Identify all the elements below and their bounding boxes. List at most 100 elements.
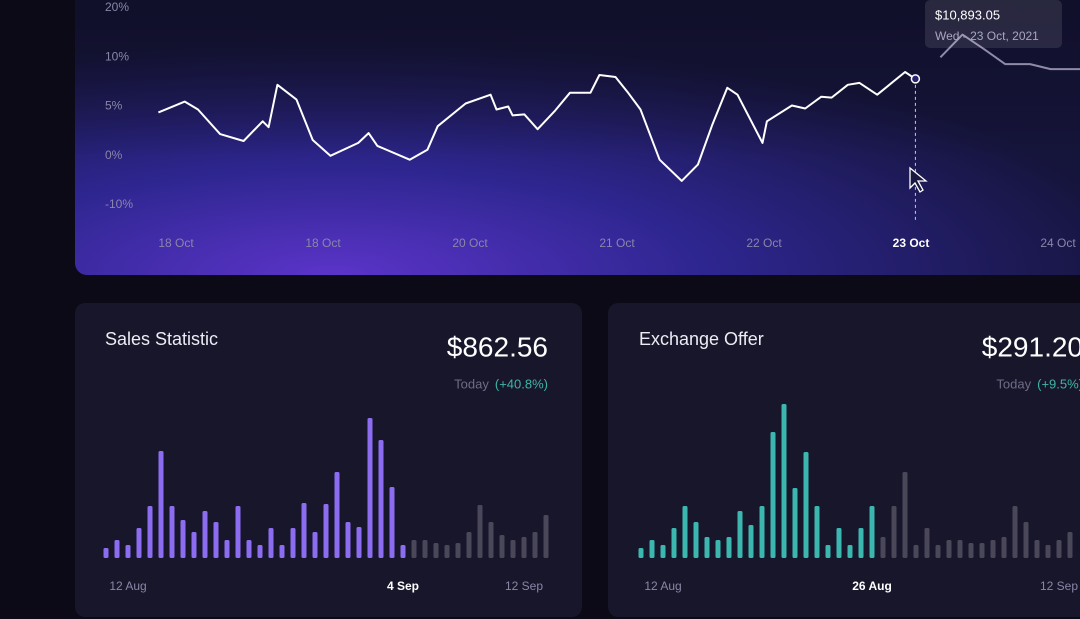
bar (682, 506, 688, 558)
bar (1056, 540, 1062, 558)
card-change: (+40.8%) (495, 376, 548, 391)
bar (268, 528, 274, 558)
x-tick-label: 12 Aug (109, 579, 146, 593)
bar (543, 515, 549, 558)
bar (715, 540, 721, 558)
bar (649, 540, 655, 558)
bar (301, 503, 307, 558)
card-period: Today (996, 376, 1031, 391)
bar (1001, 537, 1007, 558)
card-total: $862.56 (447, 331, 548, 362)
bar (693, 522, 699, 558)
bar (968, 543, 974, 558)
bar (378, 440, 384, 558)
bar (532, 532, 538, 558)
bar (990, 540, 996, 558)
tooltip-box (925, 0, 1062, 48)
bar (103, 548, 109, 558)
x-tick-label: 12 Sep (505, 579, 543, 593)
bar (246, 540, 252, 558)
x-tick-label: 20 Oct (452, 236, 488, 250)
bar (781, 404, 787, 558)
card-title: Exchange Offer (639, 329, 764, 349)
bar (902, 472, 908, 558)
bar (748, 525, 754, 558)
bar (803, 452, 809, 558)
bar (869, 506, 875, 558)
hover-point (910, 74, 921, 84)
bar (913, 545, 919, 558)
y-tick-label: -10% (105, 197, 133, 211)
bar (704, 537, 710, 558)
bar (323, 504, 329, 558)
bar (125, 545, 131, 558)
cursor (909, 166, 928, 193)
bar (521, 537, 527, 558)
bar (191, 532, 197, 558)
bar (847, 545, 853, 558)
bar (671, 528, 677, 558)
bar (422, 540, 428, 558)
bar (499, 535, 505, 558)
bar (1067, 532, 1073, 558)
bar (158, 451, 164, 558)
y-tick-label: 20% (105, 0, 129, 14)
x-tick-label: 18 Oct (158, 236, 194, 250)
bar (488, 522, 494, 558)
x-tick-label: 24 Oct (1040, 236, 1076, 250)
bar (946, 540, 952, 558)
bar (290, 528, 296, 558)
line-series (939, 33, 1080, 71)
card-period: Today (454, 376, 489, 391)
x-tick-label: 22 Oct (746, 236, 782, 250)
bar (224, 540, 230, 558)
bar (180, 520, 186, 558)
bar (891, 506, 897, 558)
bar (356, 527, 362, 558)
x-tick-label: 23 Oct (893, 236, 930, 250)
exchange-card (608, 303, 1080, 617)
x-tick-label: 26 Aug (852, 579, 892, 593)
y-tick-label: 5% (105, 99, 123, 113)
card-total: $291.20 (982, 331, 1080, 362)
x-tick-label: 18 Oct (305, 236, 341, 250)
bar (825, 545, 831, 558)
bar (411, 540, 417, 558)
bar (880, 537, 886, 558)
bar (213, 522, 219, 558)
bar (279, 545, 285, 558)
x-tick-label: 12 Sep (1040, 579, 1078, 593)
bar (345, 522, 351, 558)
sales-card (75, 303, 582, 617)
bar (792, 488, 798, 558)
bar (433, 543, 439, 558)
x-tick-label: 4 Sep (387, 579, 419, 593)
x-tick-label: 12 Aug (644, 579, 681, 593)
bar (477, 505, 483, 558)
bar (858, 528, 864, 558)
bar (444, 545, 450, 558)
bar (770, 432, 776, 558)
card-change: (+9.5%) (1037, 376, 1080, 391)
bar (638, 548, 644, 558)
bar (114, 540, 120, 558)
bar (235, 506, 241, 558)
bar (957, 540, 963, 558)
bar (455, 543, 461, 558)
main-chart-shade (75, 0, 1080, 275)
line-series (158, 71, 916, 182)
bar (814, 506, 820, 558)
bar (836, 528, 842, 558)
chart-layer: 20% 10% 5% 0% -10% 18 Oct 18 Oct 20 Oct 21 Oct 22… (103, 0, 1080, 593)
bar (759, 506, 765, 558)
card-title: Sales Statistic (105, 329, 218, 349)
bar (136, 528, 142, 558)
tooltip-value: $10,893.05 (935, 7, 1000, 22)
bar (660, 545, 666, 558)
bar (1023, 522, 1029, 558)
bar (389, 487, 395, 558)
bar (169, 506, 175, 558)
bar (202, 511, 208, 558)
bar (935, 545, 941, 558)
